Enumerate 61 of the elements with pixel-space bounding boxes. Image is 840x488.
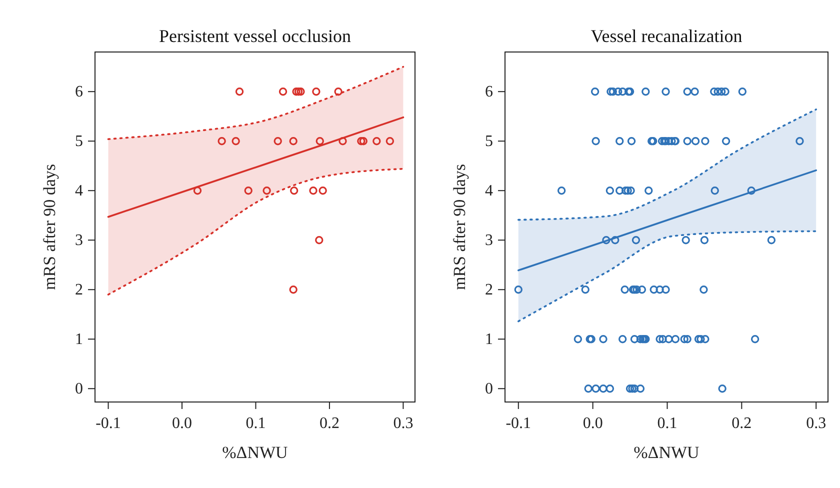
point — [274, 137, 282, 146]
x-tick-label: -0.1 — [506, 415, 532, 432]
point — [316, 137, 324, 146]
y-tick-label: 4 — [75, 182, 83, 200]
point — [296, 88, 305, 96]
point — [193, 186, 202, 195]
y-tick-label: 5 — [75, 133, 83, 150]
x-tick-label: 0.0 — [172, 415, 192, 432]
y-axis-title: mRS after 90 days — [450, 164, 469, 290]
x-axis-title: %ΔNWU — [634, 443, 700, 462]
line-series — [107, 116, 404, 218]
line-series — [107, 168, 404, 296]
x-tick-label: 0.1 — [657, 415, 678, 432]
point — [235, 88, 244, 96]
point — [309, 186, 318, 195]
point — [289, 137, 298, 146]
y-tick-label: 5 — [485, 133, 493, 150]
point — [372, 137, 381, 146]
chart-title: Vessel recanalization — [590, 26, 742, 46]
point — [244, 186, 252, 195]
y-tick-label: 3 — [485, 232, 493, 250]
line-series — [107, 66, 404, 140]
y-tick-label: 6 — [75, 84, 83, 101]
y-tick-label: 4 — [485, 182, 493, 200]
x-tick-label: 0.3 — [806, 415, 826, 432]
point — [294, 88, 303, 96]
point — [262, 186, 271, 195]
line-series — [517, 230, 817, 322]
point — [334, 88, 342, 96]
point — [318, 186, 327, 195]
point — [289, 286, 298, 294]
line-series — [517, 108, 817, 221]
x-tick-label: 0.2 — [319, 415, 340, 432]
x-tick-label: 0.0 — [582, 415, 603, 432]
point — [359, 137, 368, 146]
point — [338, 137, 347, 146]
x-tick-label: 0.3 — [393, 415, 414, 432]
y-tick-label: 2 — [485, 282, 493, 299]
y-tick-label: 1 — [75, 331, 83, 348]
y-tick-label: 0 — [75, 380, 83, 398]
point — [218, 137, 226, 146]
x-tick-label: 0.1 — [246, 415, 266, 432]
x-tick-label: -0.1 — [96, 415, 121, 432]
chart-title: Persistent vessel occlusion — [159, 26, 351, 46]
point — [290, 186, 298, 195]
y-tick-label: 2 — [75, 282, 83, 299]
y-axis-title: mRS after 90 days — [40, 164, 59, 290]
y-tick-label: 1 — [485, 331, 493, 348]
point — [386, 137, 394, 146]
point — [357, 137, 366, 146]
y-tick-label: 3 — [75, 232, 83, 250]
point — [292, 88, 300, 96]
point — [278, 88, 288, 96]
x-axis-title: %ΔNWU — [222, 443, 288, 462]
x-tick-label: 0.2 — [732, 415, 752, 432]
point — [232, 137, 240, 146]
point — [315, 236, 324, 244]
point — [312, 88, 320, 96]
y-tick-label: 6 — [485, 84, 493, 101]
line-series — [517, 169, 817, 272]
y-tick-label: 0 — [485, 380, 493, 398]
